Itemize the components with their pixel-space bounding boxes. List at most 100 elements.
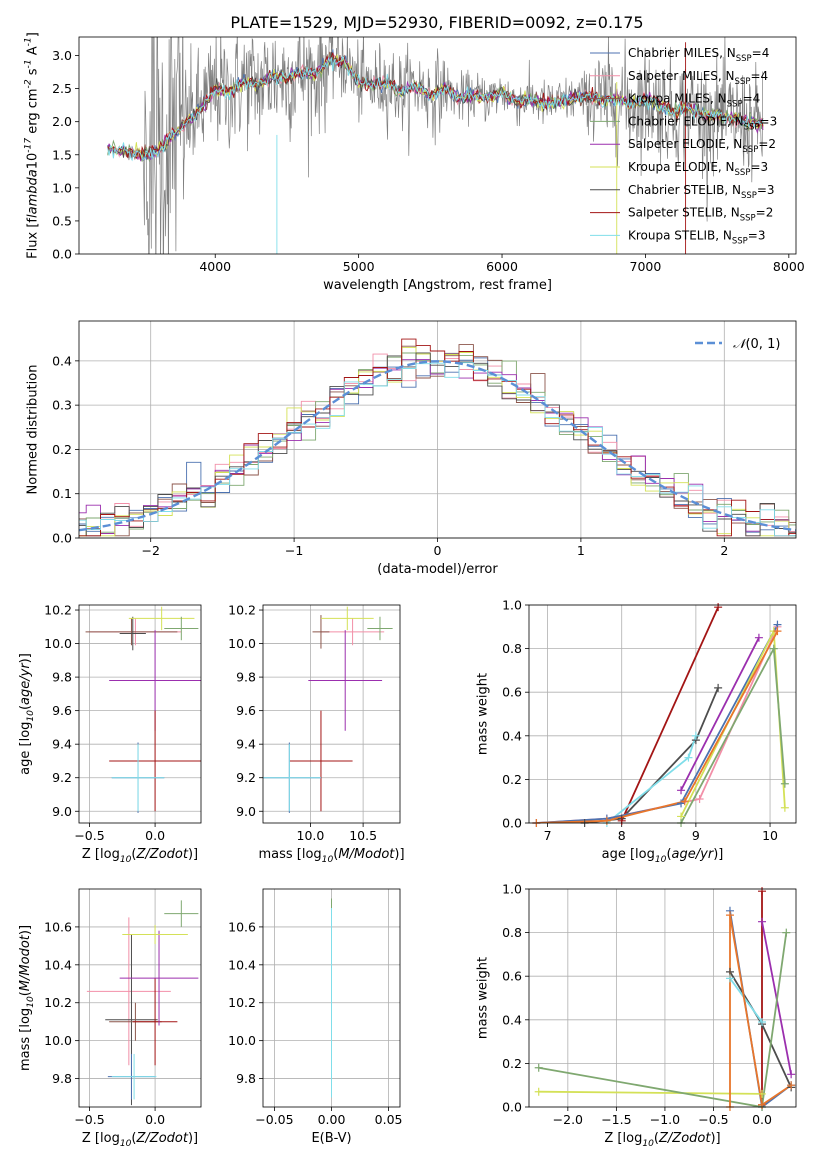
residual-histogram-xtick-label-4: 2 <box>720 543 728 558</box>
age-vs-z-ytick-label-1: 9.2 <box>52 770 72 785</box>
spectrum-frame <box>78 36 797 255</box>
mass-vs-ebv-frame <box>262 888 401 1108</box>
weight-vs-age-ytick-label-2: 0.4 <box>502 728 522 743</box>
spectrum-legend-label-2: Kroupa MILES, NSSP=4 <box>628 92 760 110</box>
weight-vs-z-ytick-label-4: 0.8 <box>502 925 522 940</box>
spectrum-legend-label-4: Salpeter ELODIE, NSSP=2 <box>628 137 776 155</box>
mass-vs-ebv-ytick-label-1: 10.0 <box>228 1033 256 1048</box>
residual-histogram-xtick-label-3: 1 <box>577 543 585 558</box>
mass-vs-ebv-ytick-label-3: 10.4 <box>228 957 256 972</box>
age-vs-mass-ytick-label-3: 9.6 <box>236 703 256 718</box>
weight-vs-z-ytick-label-5: 1.0 <box>502 882 522 897</box>
weight-vs-age-ytick-label-5: 1.0 <box>502 598 522 613</box>
residual-histogram-ytick-label-4: 0.4 <box>52 353 72 368</box>
spectrum-legend-label-1: Salpeter MILES, NSSP=4 <box>628 69 768 87</box>
residual-histogram-xlabel: (data-model)/error <box>377 562 498 577</box>
age-vs-mass-ytick-label-4: 9.8 <box>236 670 256 685</box>
weight-vs-age-xtick-label-2: 9 <box>692 828 700 843</box>
age-vs-mass-xtick-label-0: 10.0 <box>297 828 325 843</box>
weight-vs-z-xtick-label-0: −2.0 <box>553 1112 583 1127</box>
weight-vs-age-xtick-label-1: 8 <box>618 828 626 843</box>
mass-vs-ebv-xtick-label-2: 0.05 <box>375 1112 403 1127</box>
weight-vs-z-marker-7-2 <box>758 1100 767 1109</box>
mass-vs-ebv-panel: −0.05 0.00 0.05 9.8 10.0 10.2 10.4 10.6 E(B-V) <box>228 888 403 1146</box>
spectrum-xtick-label-1: 5000 <box>343 259 375 274</box>
spectrum-model-line-8 <box>107 55 764 162</box>
age-vs-mass-frame <box>262 604 401 824</box>
age-vs-mass-ytick-label-1: 9.2 <box>236 770 256 785</box>
weight-vs-z-ytick-label-2: 0.4 <box>502 1012 522 1027</box>
weight-vs-age-marker-6-2 <box>780 803 789 812</box>
weight-vs-z-series-2 <box>729 910 792 1107</box>
weight-vs-z-marker-3-0 <box>725 974 734 983</box>
weight-vs-z-xtick-label-4: 0.0 <box>752 1112 772 1127</box>
weight-vs-z-panel: −2.0 −1.5 −1.0 −0.5 0.0 0.0 0.2 0.4 0.6 0.8 1.0 Z [… <box>476 882 797 1149</box>
weight-vs-z-ytick-label-0: 0.0 <box>502 1100 522 1115</box>
mass-vs-z-plot-area <box>86 900 199 1106</box>
weight-vs-age-marker-0-3 <box>714 683 723 692</box>
weight-vs-z-marker-3-1 <box>758 1017 767 1026</box>
spectrum-xlabel: wavelength [Angstrom, rest frame] <box>323 278 552 293</box>
weight-vs-age-marker-3-1 <box>754 633 763 642</box>
spectrum-plot-area <box>107 37 764 254</box>
figure-title: PLATE=1529, MJD=52930, FIBERID=0092, z=0… <box>230 13 643 32</box>
weight-vs-age-series-5 <box>536 624 779 823</box>
age-vs-z-ylabel: age [log10​(age/yr)] <box>18 653 36 775</box>
histogram-step-6 <box>79 352 796 537</box>
weight-vs-age-marker-7-1 <box>769 644 778 653</box>
weight-vs-age-marker-2-1 <box>684 753 693 762</box>
age-vs-z-ytick-label-6: 10.2 <box>44 603 72 618</box>
spectrum-legend-label-0: Chabrier MILES, NSSP=4 <box>628 46 769 64</box>
weight-vs-z-series-3 <box>729 977 763 1023</box>
weight-vs-age-marker-8-2 <box>680 797 689 806</box>
age-vs-mass-xtick-label-1: 10.5 <box>349 828 377 843</box>
age-vs-z-ytick-label-0: 9.0 <box>52 804 72 819</box>
weight-vs-age-series-4 <box>536 626 779 823</box>
spectrum-legend-label-5: Kroupa ELODIE, NSSP=3 <box>628 160 768 178</box>
age-vs-mass-plot-area <box>263 606 393 813</box>
spectrum-xtick-label-0: 4000 <box>199 259 231 274</box>
mass-vs-z-ytick-label-3: 10.4 <box>44 957 72 972</box>
mass-vs-z-frame <box>78 888 202 1108</box>
spectrum-xtick-label-4: 8000 <box>773 259 805 274</box>
weight-vs-age-plot-area <box>536 606 786 823</box>
weight-vs-age-xlabel: age [log10​(age/yr)] <box>602 847 724 865</box>
plots: 4000 5000 6000 7000 8000 0.0 0.5 1.0 1.5 2.0 2.5 3.… <box>18 32 805 1149</box>
spectrum-ytick-label-0: 0.0 <box>52 247 72 262</box>
weight-vs-z-marker-7-1 <box>725 911 734 920</box>
weight-vs-age-series-8 <box>536 630 779 823</box>
age-vs-z-ytick-label-4: 9.8 <box>52 670 72 685</box>
weight-vs-age-marker-2-2 <box>691 731 700 740</box>
spectrum-model-line-7 <box>107 52 764 160</box>
weight-vs-z-frame <box>528 888 797 1108</box>
weight-vs-age-marker-7-2 <box>780 779 789 788</box>
weight-vs-age-ytick-label-4: 0.8 <box>502 641 522 656</box>
residual-histogram-plot-area <box>79 338 796 537</box>
weight-vs-z-marker-5-0 <box>534 1087 543 1096</box>
weight-vs-age-ytick-label-3: 0.6 <box>502 685 522 700</box>
spectrum-legend-label-3: Chabrier ELODIE, NSSP=3 <box>628 114 777 132</box>
spectrum-ylabel: Flux [flambda10-17​ erg cm-2​ s-1​ A-1​] <box>24 32 41 259</box>
weight-vs-z-ytick-label-3: 0.6 <box>502 969 522 984</box>
mass-vs-z-xlabel: Z [log10​(Z/Zodot)] <box>82 1131 198 1149</box>
age-vs-z-xtick-label-1: 0.0 <box>145 828 165 843</box>
mass-vs-ebv-ytick-label-4: 10.6 <box>228 919 256 934</box>
weight-vs-age-ylabel: mass weight <box>476 673 491 755</box>
spectrum-ytick-label-4: 2.0 <box>52 114 72 129</box>
spectrum-xtick-label-2: 6000 <box>486 259 518 274</box>
mass-vs-z-ytick-label-4: 10.6 <box>44 919 72 934</box>
weight-vs-z-xtick-label-1: −1.5 <box>601 1112 631 1127</box>
age-vs-z-xlabel: Z [log10​(Z/Zodot)] <box>82 847 198 865</box>
mass-vs-z-xtick-label-1: 0.0 <box>145 1112 165 1127</box>
weight-vs-z-marker-6-2 <box>782 928 791 937</box>
spectrum-ytick-label-2: 1.0 <box>52 180 72 195</box>
residual-histogram-xtick-label-2: 0 <box>434 543 442 558</box>
residual-histogram-ylabel: Normed distribution <box>26 365 41 495</box>
spectrum-model-line-6 <box>107 51 764 158</box>
weight-vs-age-marker-1-1 <box>714 603 723 612</box>
weight-vs-z-marker-4-1 <box>787 1070 796 1079</box>
mass-vs-ebv-xtick-label-0: −0.05 <box>255 1112 293 1127</box>
weight-vs-age-ytick-label-0: 0.0 <box>502 816 522 831</box>
weight-vs-z-series-5 <box>538 1090 763 1095</box>
